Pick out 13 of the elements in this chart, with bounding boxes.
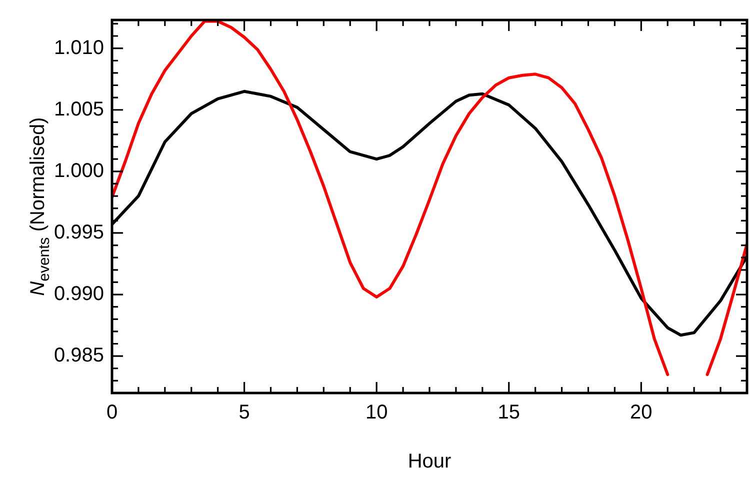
y-tick-label: 1.005: [54, 98, 104, 120]
y-tick-label: 0.995: [54, 221, 104, 244]
y-tick-label: 0.990: [54, 283, 104, 306]
y-tick-label: 0.985: [54, 344, 104, 367]
x-tick-label: 0: [106, 402, 118, 424]
x-tick-label: 20: [630, 402, 652, 424]
y-axis-title: Nevents (Normalised): [27, 117, 53, 296]
x-tick-label: 5: [238, 402, 250, 424]
x-axis-title: Hour: [408, 450, 452, 473]
y-tick-label: 1.000: [54, 160, 104, 182]
x-tick-label: 10: [365, 402, 388, 424]
x-tick-label: 15: [498, 402, 520, 424]
y-tick-label: 1.010: [54, 36, 104, 59]
